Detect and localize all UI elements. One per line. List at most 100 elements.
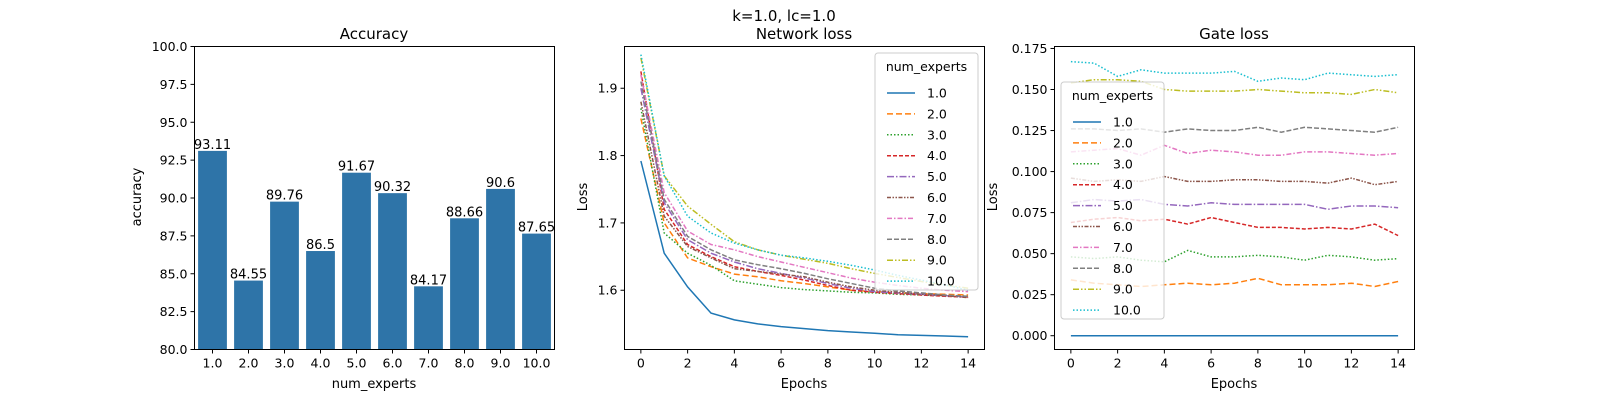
bar-value-label: 87.65 bbox=[518, 221, 555, 236]
y-tick-label: 1.8 bbox=[598, 148, 618, 163]
series-line-10.0 bbox=[1070, 60, 1399, 83]
x-tick-label: 4.0 bbox=[311, 356, 331, 371]
legend-label: 4.0 bbox=[1113, 177, 1133, 192]
bar-8.0 bbox=[450, 218, 479, 350]
gate-loss-xlabel: Epochs bbox=[1211, 377, 1258, 392]
x-tick-label: 9.0 bbox=[491, 356, 511, 371]
bar-10.0 bbox=[522, 233, 551, 350]
bar-7.0 bbox=[414, 286, 443, 350]
network-loss-legend: num_experts 1.0 2.0 3.0 4.0 5.0 6.0 7.0 8.0 9.0 10… bbox=[874, 52, 979, 291]
x-tick-label: 3.0 bbox=[275, 356, 295, 371]
x-tick-label: 12 bbox=[913, 356, 929, 371]
bar-6.0 bbox=[378, 193, 407, 350]
y-tick-label: 82.5 bbox=[160, 304, 188, 319]
legend-label: 10.0 bbox=[1113, 303, 1141, 318]
bar-value-label: 90.6 bbox=[486, 176, 515, 191]
x-tick-label: 14 bbox=[960, 356, 976, 371]
bar-value-label: 89.76 bbox=[266, 189, 303, 204]
series-line-9.0 bbox=[1070, 78, 1399, 96]
legend-label: 9.0 bbox=[1113, 282, 1133, 297]
legend-label: 6.0 bbox=[1113, 219, 1133, 234]
legend-label: 9.0 bbox=[927, 253, 947, 268]
accuracy-axes-frame bbox=[194, 46, 555, 350]
x-tick-label: 10 bbox=[867, 356, 883, 371]
x-tick-label: 4 bbox=[730, 356, 738, 371]
x-tick-label: 5.0 bbox=[347, 356, 367, 371]
x-tick-label: 0 bbox=[1067, 356, 1075, 371]
y-tick-label: 0.125 bbox=[1012, 123, 1048, 138]
accuracy-chart: Accuracy num_experts accuracy 93.11 84.55… bbox=[130, 25, 555, 392]
suptitle: k=1.0, lc=1.0 bbox=[732, 7, 835, 25]
y-tick-label: 100.0 bbox=[152, 39, 188, 54]
x-tick-label: 12 bbox=[1343, 356, 1359, 371]
series-line-3.0 bbox=[1070, 249, 1399, 263]
legend-label: 5.0 bbox=[1113, 198, 1133, 213]
x-tick-label: 8 bbox=[824, 356, 832, 371]
bar-value-label: 90.32 bbox=[374, 180, 411, 195]
legend-box bbox=[874, 52, 979, 291]
y-tick-label: 0.075 bbox=[1012, 205, 1048, 220]
x-tick-label: 0 bbox=[637, 356, 645, 371]
gate-loss-title: Gate loss bbox=[1199, 25, 1269, 43]
series-line-8.0 bbox=[1070, 126, 1399, 133]
network-loss-title: Network loss bbox=[756, 25, 853, 43]
gate-loss-legend: num_experts 1.0 2.0 3.0 4.0 5.0 6.0 7.0 8.0 9.0 10… bbox=[1060, 81, 1165, 320]
legend-label: 8.0 bbox=[927, 232, 947, 247]
legend-label: 8.0 bbox=[1113, 261, 1133, 276]
x-tick-label: 10.0 bbox=[523, 356, 551, 371]
bar-value-label: 91.67 bbox=[338, 160, 375, 175]
x-tick-label: 8.0 bbox=[455, 356, 475, 371]
accuracy-xlabel: num_experts bbox=[332, 377, 417, 392]
x-tick-label: 6 bbox=[1207, 356, 1215, 371]
legend-title: num_experts bbox=[1072, 88, 1153, 103]
x-tick-label: 14 bbox=[1390, 356, 1406, 371]
x-tick-label: 4 bbox=[1160, 356, 1168, 371]
series-line-4.0 bbox=[640, 71, 969, 298]
y-tick-label: 92.5 bbox=[160, 153, 188, 168]
series-line-8.0 bbox=[640, 81, 969, 298]
legend-label: 7.0 bbox=[927, 211, 947, 226]
legend-label: 5.0 bbox=[927, 169, 947, 184]
legend-title: num_experts bbox=[886, 59, 967, 74]
y-tick-label: 97.5 bbox=[160, 77, 188, 92]
bar-value-label: 84.55 bbox=[230, 268, 267, 283]
bar-value-label: 86.5 bbox=[306, 238, 335, 253]
network-loss-chart: Network loss Epochs Loss 1.6 1.7 1.8 1.9 0 2… bbox=[576, 25, 985, 392]
bar-1.0 bbox=[198, 150, 227, 350]
x-tick-label: 7.0 bbox=[419, 356, 439, 371]
x-tick-label: 2 bbox=[1114, 356, 1122, 371]
accuracy-title: Accuracy bbox=[340, 25, 409, 43]
x-tick-label: 10 bbox=[1297, 356, 1313, 371]
legend-label: 6.0 bbox=[927, 190, 947, 205]
bar-value-label: 84.17 bbox=[410, 273, 447, 288]
x-tick-label: 2.0 bbox=[239, 356, 259, 371]
y-tick-label: 1.7 bbox=[598, 215, 618, 230]
x-tick-label: 8 bbox=[1254, 356, 1262, 371]
y-tick-label: 95.0 bbox=[160, 115, 188, 130]
series-line-1.0 bbox=[640, 160, 969, 338]
series-line-6.0 bbox=[640, 101, 969, 299]
y-tick-label: 90.0 bbox=[160, 191, 188, 206]
bar-3.0 bbox=[270, 201, 299, 350]
y-tick-label: 1.6 bbox=[598, 283, 618, 298]
network-loss-ylabel: Loss bbox=[576, 183, 591, 212]
legend-label: 7.0 bbox=[1113, 240, 1133, 255]
bar-4.0 bbox=[306, 251, 335, 350]
legend-label: 1.0 bbox=[927, 86, 947, 101]
accuracy-ylabel: accuracy bbox=[130, 167, 145, 226]
y-tick-label: 0.050 bbox=[1012, 246, 1048, 261]
y-tick-label: 80.0 bbox=[160, 342, 188, 357]
gate-loss-axes-frame bbox=[1054, 46, 1415, 350]
y-tick-label: 0.000 bbox=[1012, 328, 1048, 343]
x-tick-label: 2 bbox=[684, 356, 692, 371]
x-tick-label: 1.0 bbox=[203, 356, 223, 371]
y-tick-label: 0.100 bbox=[1012, 164, 1048, 179]
bar-2.0 bbox=[234, 280, 263, 350]
y-tick-label: 1.9 bbox=[598, 81, 618, 96]
network-loss-axes-frame bbox=[624, 46, 985, 350]
legend-label: 3.0 bbox=[1113, 156, 1133, 171]
legend-label: 1.0 bbox=[1113, 115, 1133, 130]
series-line-9.0 bbox=[640, 57, 969, 289]
bar-value-label: 88.66 bbox=[446, 205, 483, 220]
